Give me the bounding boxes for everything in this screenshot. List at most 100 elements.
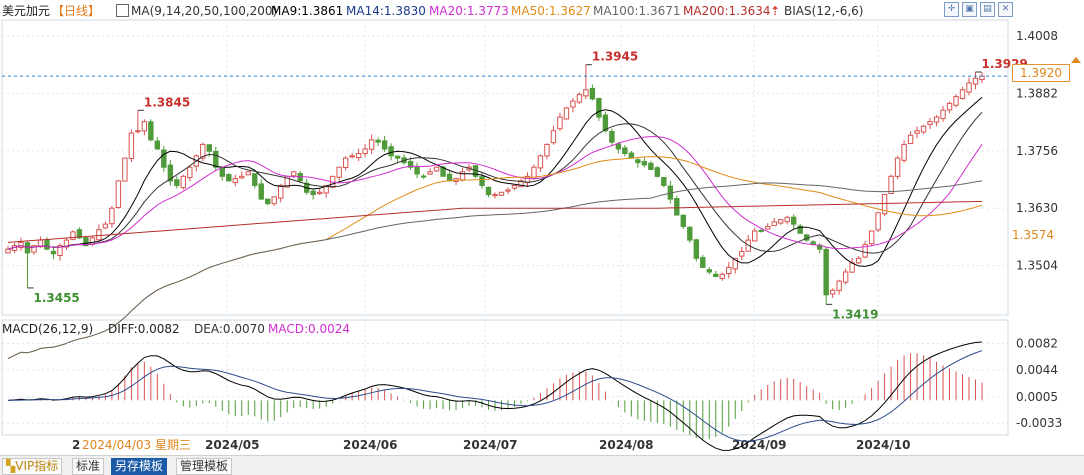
candle-body bbox=[427, 171, 433, 175]
candle-body bbox=[316, 191, 323, 195]
candle-body bbox=[563, 107, 570, 120]
close-icon[interactable]: ✕ bbox=[998, 2, 1013, 17]
candle-body bbox=[959, 89, 966, 99]
candle-body bbox=[758, 229, 764, 232]
expand-icon[interactable]: ▣ bbox=[962, 2, 977, 17]
symbol-title[interactable]: 美元加元 bbox=[2, 4, 51, 18]
ma50-value: MA50:1.3627 bbox=[511, 4, 591, 18]
candle-body bbox=[920, 125, 927, 133]
month-tick-label: 2024/08 bbox=[599, 438, 653, 452]
candle-body bbox=[31, 245, 37, 253]
candle-body bbox=[933, 116, 940, 123]
candle-body bbox=[83, 237, 89, 247]
price-panel-border bbox=[1, 19, 1009, 316]
candle-body bbox=[778, 219, 784, 224]
save-template-button[interactable]: 另存模板 bbox=[111, 458, 168, 475]
candle-body bbox=[648, 162, 654, 170]
candle-body bbox=[661, 176, 667, 186]
candle-body bbox=[752, 230, 758, 242]
candle-body bbox=[258, 183, 264, 200]
macd-diff: DIFF:0.0082 bbox=[108, 322, 180, 336]
candle-body bbox=[868, 230, 875, 245]
chart-header: 美元加元 【日线】 MA(9,14,20,50,100,200) MA9:1.3… bbox=[0, 0, 1010, 22]
crosshair-icon[interactable]: ✛ bbox=[944, 2, 959, 17]
candle-body bbox=[505, 189, 511, 192]
price-tick-label: 1.3882 bbox=[1016, 86, 1058, 100]
candle-body bbox=[420, 175, 427, 178]
ma20-line bbox=[7, 136, 983, 250]
candle-body bbox=[200, 143, 206, 159]
candle-body bbox=[726, 266, 732, 274]
macd-diff-line bbox=[7, 341, 983, 451]
ma100-value: MA100:1.3671 bbox=[593, 4, 681, 18]
ma9-value: MA9:1.3861 bbox=[271, 4, 344, 18]
candle-body bbox=[570, 100, 576, 108]
candle-body bbox=[713, 273, 719, 278]
ma-params[interactable]: MA(9,14,20,50,100,200) bbox=[116, 4, 277, 18]
candle-body bbox=[966, 82, 972, 93]
candle-body bbox=[323, 184, 329, 194]
candle-body bbox=[232, 178, 238, 183]
candle-body bbox=[355, 153, 362, 159]
month-tick-label: 2024/06 bbox=[343, 438, 397, 452]
candle-body bbox=[765, 225, 771, 230]
current-price-tag: 1.3920 bbox=[1012, 64, 1070, 82]
candle-body bbox=[161, 149, 167, 168]
candle-body bbox=[894, 157, 901, 177]
manage-template-button[interactable]: 管理模板 bbox=[176, 458, 233, 475]
candle-body bbox=[739, 250, 745, 257]
candle-body bbox=[674, 198, 680, 216]
candle-body bbox=[907, 134, 914, 145]
price-tick-label: 1.3630 bbox=[1016, 201, 1058, 215]
price-tick-label: 1.3756 bbox=[1016, 144, 1058, 158]
ma9-line bbox=[7, 97, 983, 267]
annotation-label: 1.3455 bbox=[33, 291, 79, 305]
candle-body bbox=[291, 171, 297, 177]
candle-body bbox=[914, 130, 920, 134]
candle-body bbox=[628, 152, 635, 159]
candle-body bbox=[862, 244, 868, 258]
candle-body bbox=[485, 186, 492, 196]
candle-body bbox=[641, 160, 648, 166]
chart-canvas[interactable]: 1.4008 1.3882 1.3756 1.3630 1.3504 2024/05 202… bbox=[0, 0, 1084, 455]
candle-body bbox=[180, 175, 187, 189]
candle-body bbox=[109, 207, 115, 225]
candle-body bbox=[537, 155, 544, 169]
candle-body bbox=[719, 273, 725, 279]
settings-icon[interactable]: ▤ bbox=[980, 2, 995, 17]
candle-body bbox=[122, 157, 128, 182]
standard-button[interactable]: 标准 bbox=[72, 458, 105, 475]
candle-body bbox=[252, 173, 258, 186]
annotation-label: 1.3945 bbox=[592, 50, 638, 64]
candle-body bbox=[141, 121, 148, 132]
candle-body bbox=[459, 171, 466, 181]
bias-arrow-icon: ⇡ bbox=[770, 4, 781, 18]
candle-body bbox=[18, 241, 24, 248]
candle-body bbox=[836, 280, 842, 291]
candle-body bbox=[135, 130, 141, 133]
period-label[interactable]: 【日线】 bbox=[52, 4, 101, 18]
candle-body bbox=[829, 289, 836, 295]
candle-body bbox=[239, 175, 245, 179]
price-up-arrow-icon bbox=[1071, 57, 1081, 63]
candle-body bbox=[687, 226, 693, 241]
macd-tick-label: 0.0044 bbox=[1016, 363, 1058, 377]
candle-body bbox=[174, 179, 180, 186]
vip-indicator-button[interactable]: ▚VIP指标 bbox=[2, 458, 63, 475]
candle-body bbox=[219, 166, 225, 177]
candle-body bbox=[927, 121, 933, 125]
candle-body bbox=[479, 176, 485, 186]
candle-body bbox=[855, 257, 862, 264]
candle-body bbox=[680, 214, 687, 227]
candle-body bbox=[407, 161, 414, 168]
vip-flag-icon: ▚ bbox=[6, 459, 16, 473]
candle-body bbox=[693, 239, 699, 259]
candle-body bbox=[278, 184, 284, 199]
candle-body bbox=[310, 190, 316, 196]
macd-tick-label: 0.0082 bbox=[1016, 337, 1058, 351]
ma-checkbox-icon[interactable] bbox=[116, 4, 129, 17]
macd-dea-line bbox=[7, 350, 983, 442]
candle-body bbox=[946, 102, 953, 111]
candle-body bbox=[414, 166, 420, 175]
candle-body bbox=[602, 114, 609, 132]
